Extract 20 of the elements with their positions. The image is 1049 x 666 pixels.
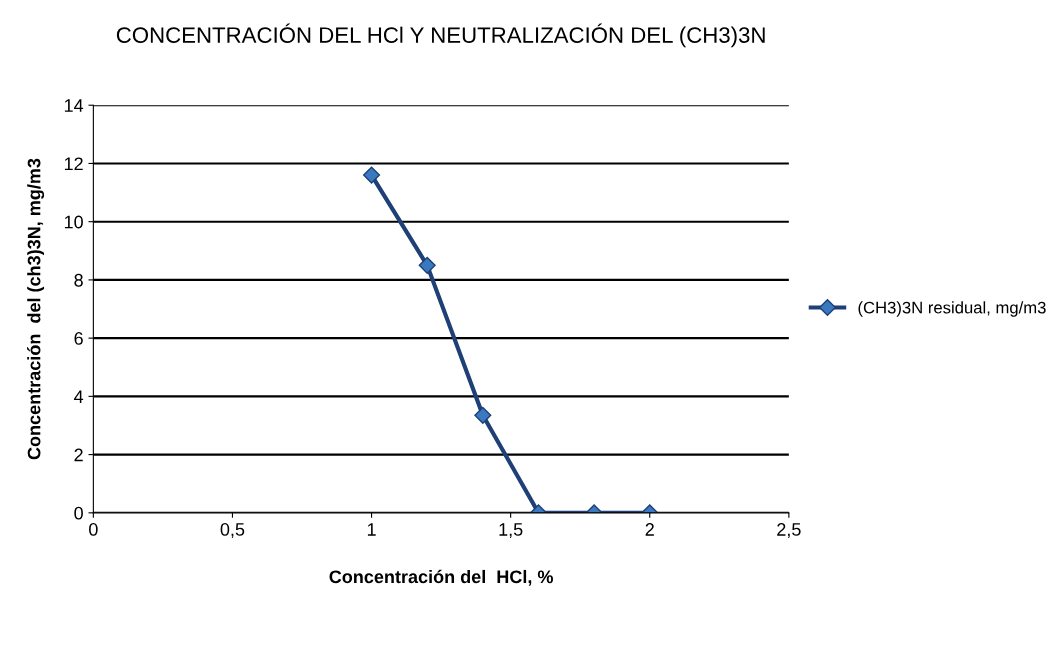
y-tick-label: 8 bbox=[74, 273, 83, 287]
y-tick-label: 10 bbox=[64, 215, 83, 229]
x-tick-label: 0,5 bbox=[220, 523, 245, 538]
y-tick-label: 6 bbox=[74, 332, 83, 345]
x-tick-label: 2 bbox=[645, 523, 654, 536]
x-tick-label: 2,5 bbox=[777, 523, 801, 538]
y-tick-label: 2 bbox=[74, 448, 83, 462]
chart-title: CONCENTRACIÓN DEL HCl Y NEUTRALIZACIÓN DEL (CH3)3N bbox=[116, 23, 765, 48]
y-tick-label: 0 bbox=[74, 506, 83, 520]
x-tick-label: 1 bbox=[367, 523, 376, 536]
x-tick-label: 1,5 bbox=[499, 523, 523, 538]
y-tick-label: 12 bbox=[64, 157, 83, 170]
y-tick-label: 4 bbox=[74, 390, 84, 403]
y-tick-label: 14 bbox=[64, 99, 84, 112]
y-axis-title: Concentración del (ch3)3N, mg/m3 bbox=[27, 158, 45, 460]
point bbox=[363, 166, 381, 184]
x-axis-title: Concentración del HCl, % bbox=[329, 569, 553, 586]
x-tick-label: 0 bbox=[89, 523, 98, 536]
legend-label: (CH3)3N residual, mg/m3 bbox=[858, 301, 1046, 317]
point bbox=[418, 256, 436, 274]
